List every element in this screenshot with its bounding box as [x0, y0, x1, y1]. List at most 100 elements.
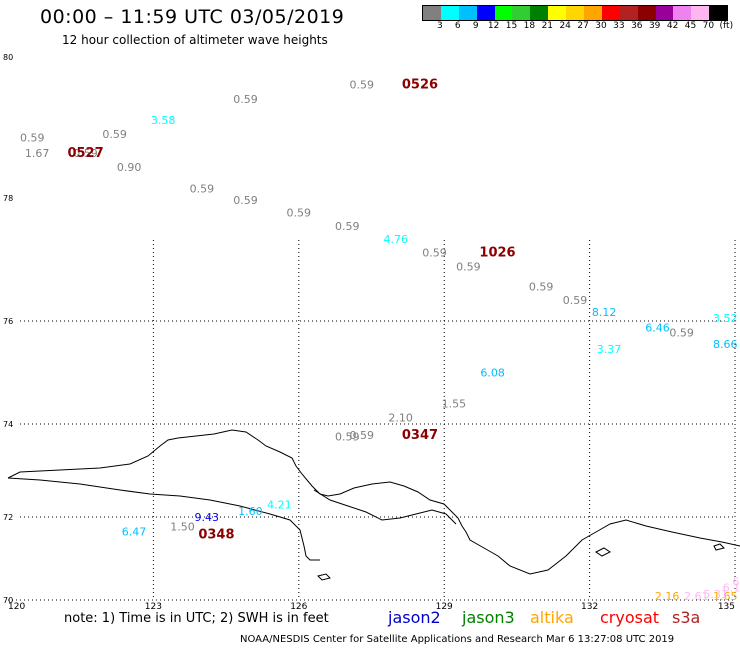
legend-label: 39: [648, 21, 661, 31]
wave-height-label: 0.59: [190, 182, 215, 195]
legend-swatch: [655, 6, 674, 20]
legend-swatch: [458, 6, 477, 20]
satellite-name-s3a: s3a: [672, 608, 701, 627]
wave-height-label: 0.59: [529, 280, 554, 293]
color-scale-legend: [422, 5, 729, 21]
legend-swatch: [548, 6, 567, 20]
pass-time-label: 0527: [67, 146, 103, 161]
wave-height-label: 9.43: [194, 511, 219, 524]
latitude-tick-label: 80: [3, 53, 13, 62]
longitude-tick-label: 123: [145, 602, 162, 612]
coastline: [7, 429, 740, 581]
latitude-tick-label: 70: [3, 596, 13, 605]
wave-height-label: 3.52: [713, 312, 738, 325]
wave-height-label: 1.50: [170, 520, 195, 533]
wave-height-label: 8.12: [592, 306, 617, 319]
coastline-inner: [7, 477, 320, 561]
wave-height-label: 3.37: [597, 343, 622, 356]
legend-swatch: [691, 6, 710, 20]
longitude-tick-label: 132: [581, 602, 598, 612]
wave-height-label: 0.59: [102, 128, 127, 141]
wave-height-label: 0.59: [563, 294, 588, 307]
wave-height-label: 1.65: [713, 590, 738, 603]
legend-label: 21: [541, 21, 554, 31]
latitude-labels: 80 78 76 74 72 70: [3, 53, 13, 605]
wave-height-label: 0.59: [350, 79, 375, 92]
island: [713, 543, 725, 551]
legend-label: 36: [631, 21, 643, 31]
legend-swatch: [494, 6, 513, 20]
wave-height-label: 0.59: [233, 93, 258, 106]
legend-label: 6: [454, 21, 461, 31]
legend-label: 70: [702, 21, 715, 31]
page-title: 00:00 – 11:59 UTC 03/05/2019: [40, 6, 345, 28]
legend-label: 42: [666, 21, 679, 31]
wave-height-label: 2.10: [388, 411, 413, 424]
wave-height-label: 8.66: [713, 338, 738, 351]
legend-label: 3: [437, 21, 443, 31]
legend-label: 12: [487, 21, 500, 31]
longitude-tick-label: 129: [436, 602, 453, 612]
legend-label: 27: [577, 21, 589, 31]
wave-height-label: 0.59: [350, 429, 375, 442]
pass-time-label: 1026: [479, 245, 515, 260]
coastline-delta: [313, 489, 457, 525]
legend-label: 33: [613, 21, 625, 31]
latitude-tick-label: 72: [3, 513, 13, 522]
map-grid: [8, 240, 736, 601]
legend-swatch: [584, 6, 602, 20]
page-subtitle: 12 hour collection of altimeter wave hei…: [62, 33, 328, 47]
wave-height-label: 6.46: [645, 321, 670, 334]
wave-height-label: 5.31: [703, 588, 728, 601]
legend-label: 15: [505, 21, 518, 31]
wave-height-label: 1.60: [238, 505, 263, 518]
wave-height-label: 6.22: [732, 575, 740, 588]
wave-height-label: 0.59: [335, 220, 360, 233]
footnote: note: 1) Time is in UTC; 2) SWH is in fe…: [64, 611, 329, 626]
satellite-name-cryosat: cryosat: [600, 608, 660, 627]
wave-height-label: 0.90: [117, 161, 142, 174]
wave-height-label: 6.08: [480, 367, 505, 380]
satellite-name-altika: altika: [530, 608, 574, 627]
legend-swatch: [476, 6, 495, 20]
wave-height-label: 0.59: [233, 194, 258, 207]
longitude-tick-label: 120: [8, 602, 25, 612]
wave-height-label: 0.59: [335, 431, 360, 444]
pass-time-labels: 0526 0527 1026 0347 0348: [67, 78, 515, 543]
legend-label: (ft): [719, 21, 734, 31]
legend-label: 18: [523, 21, 536, 31]
wave-height-label: 0.59: [456, 261, 481, 274]
island: [595, 547, 611, 557]
pass-time-label: 0348: [198, 528, 234, 543]
longitude-tick-label: 135: [718, 602, 735, 612]
wave-height-label: 4.76: [383, 233, 408, 246]
legend-swatch: [637, 6, 656, 20]
legend-swatch: [512, 6, 531, 20]
legend-swatch: [566, 6, 585, 20]
wave-height-label: 6.19: [723, 582, 740, 595]
wave-height-label: 0.59: [669, 326, 694, 339]
legend-swatch: [673, 6, 692, 20]
wave-height-label: 1.55: [442, 398, 467, 411]
wave-height-label: 4.21: [267, 499, 292, 512]
wave-height-label: 3.58: [151, 114, 176, 127]
wave-height-label: 2.61: [684, 590, 709, 603]
legend-swatch: [619, 6, 638, 20]
legend-swatch: [601, 6, 620, 20]
longitude-tick-label: 126: [290, 602, 307, 612]
satellite-name-jason2: jason2: [388, 608, 441, 627]
legend-swatch: [530, 6, 549, 20]
wave-height-label: 1.67: [25, 147, 50, 160]
wave-height-label: 6.47: [122, 526, 147, 539]
wave-height-label: 0.59: [73, 147, 98, 160]
wave-height-label: 2.16: [655, 590, 680, 603]
legend-swatch: [709, 6, 728, 20]
wave-height-labels: 0.590.593.580.590.591.67 0.590.900.590.59…: [20, 79, 740, 603]
legend-label: 45: [684, 21, 697, 31]
satellite-name-jason3: jason3: [462, 608, 515, 627]
legend-label: 24: [559, 21, 571, 31]
wave-height-label: 0.59: [422, 246, 447, 259]
latitude-tick-label: 74: [3, 420, 13, 429]
legend-label: 30: [595, 21, 607, 31]
